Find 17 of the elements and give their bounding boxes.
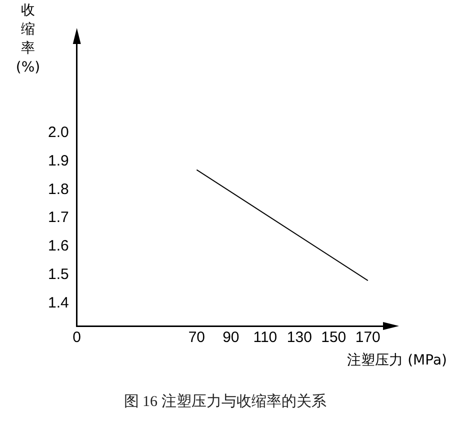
- x-axis-title: 注塑压力 (MPa): [347, 352, 447, 369]
- y-tick-label: 1.7: [48, 209, 69, 226]
- y-axis-title: 收缩率 (%): [16, 2, 40, 76]
- y-tick-label: 1.5: [48, 266, 69, 284]
- y-tick-label: 1.6: [48, 238, 69, 255]
- x-tick-label: 0: [72, 329, 82, 346]
- y-tick-label: 2.0: [48, 124, 69, 142]
- text: 图 16 注塑压力与收缩率的关系: [122, 392, 328, 411]
- x-tick-label: 150: [321, 329, 346, 346]
- x-tick-label: 90: [222, 329, 240, 346]
- x-tick-label: 70: [188, 329, 206, 346]
- x-tick-label: 110: [253, 329, 278, 346]
- y-tick-label: 1.4: [48, 294, 69, 312]
- x-tick-label: 170: [355, 329, 380, 346]
- y-tick-label: 1.8: [48, 180, 69, 198]
- x-tick-label: 130: [286, 329, 312, 346]
- y-tick-label: 1.9: [48, 152, 69, 170]
